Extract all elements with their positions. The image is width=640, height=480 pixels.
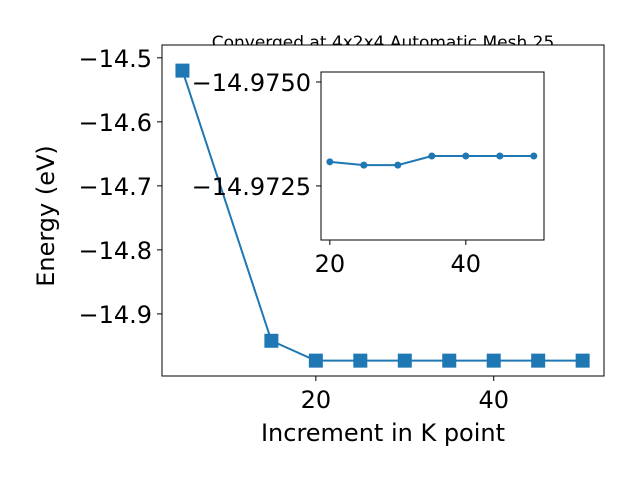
data-point (175, 63, 190, 78)
data-point (496, 152, 504, 160)
y-tick-label: −14.5 (78, 45, 152, 73)
data-point (360, 161, 368, 169)
y-tick-label: −14.8 (78, 237, 152, 265)
y-axis-label: Energy (eV) (32, 145, 60, 287)
data-point (428, 152, 436, 160)
data-point (326, 158, 334, 166)
y-tick-label: −14.7 (78, 173, 152, 201)
x-tick-label: 20 (301, 386, 332, 414)
y-tick-label: −14.9750 (192, 69, 311, 97)
x-axis-label: Increment in K point (261, 419, 505, 447)
data-point (462, 152, 470, 160)
y-tick-label: −14.6 (78, 109, 152, 137)
data-point (442, 353, 457, 368)
data-point (308, 353, 323, 368)
y-tick-label: −14.9 (78, 301, 152, 329)
data-point (530, 152, 538, 160)
x-tick-label: 20 (315, 250, 346, 278)
x-tick-label: 40 (478, 386, 509, 414)
y-tick-label: −14.9725 (192, 173, 311, 201)
data-point (394, 161, 402, 169)
x-tick-label: 40 (451, 250, 482, 278)
plot-frame (320, 71, 545, 241)
data-point (397, 353, 412, 368)
data-point (575, 353, 590, 368)
data-point (264, 333, 279, 348)
data-point (486, 353, 501, 368)
data-point (531, 353, 546, 368)
data-point (353, 353, 368, 368)
plot-frame (161, 44, 605, 377)
